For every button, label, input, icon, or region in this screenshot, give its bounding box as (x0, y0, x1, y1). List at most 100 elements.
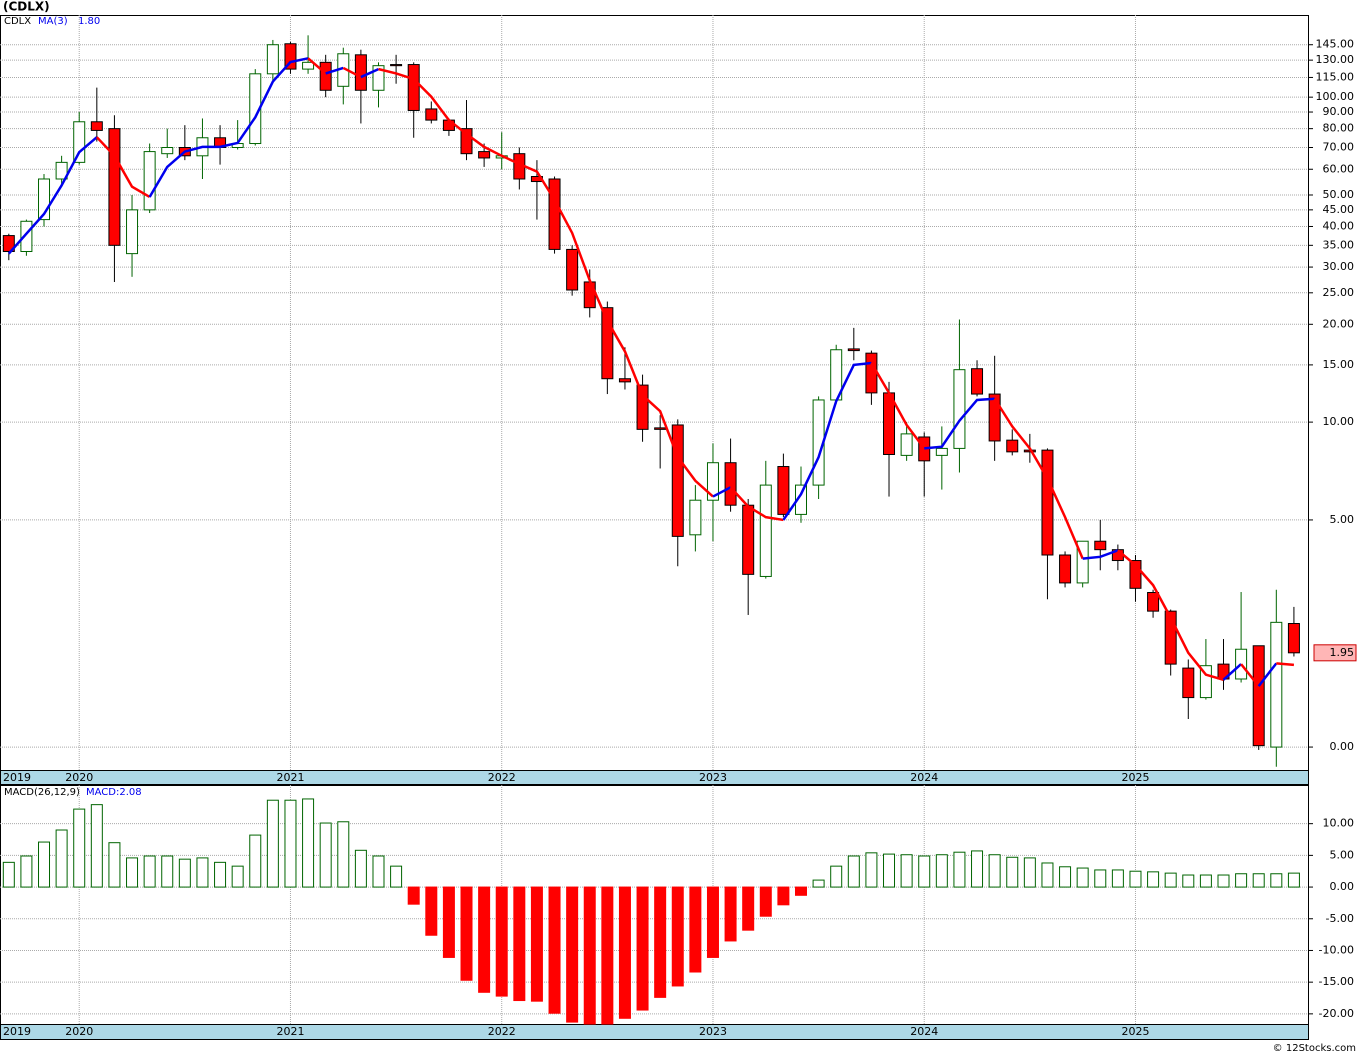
macd-bar (900, 854, 913, 888)
y-tick-label: 15.00 (1323, 358, 1355, 371)
macd-bar (1041, 862, 1054, 888)
macd-bar (1059, 866, 1072, 888)
macd-bar (372, 855, 385, 888)
macd-bar (249, 834, 262, 888)
moving-average (870, 362, 926, 450)
macd-bar (1023, 857, 1036, 888)
x-tick-label: 2022 (488, 771, 516, 784)
candle-body (1006, 439, 1019, 453)
candle-body (1182, 667, 1195, 699)
macd-value: MACD:2.08 (86, 787, 142, 798)
y-tick-label: 130.00 (1316, 53, 1355, 66)
x-tick-label: 2025 (1121, 1025, 1149, 1038)
candle-body (777, 466, 790, 515)
macd-bar (425, 886, 438, 936)
candle-body (1059, 554, 1072, 584)
macd-bar (161, 855, 174, 888)
y-tick-label: -10.00 (1319, 943, 1354, 956)
candle-body (847, 348, 860, 352)
macd-bar (20, 855, 33, 888)
candle-body (73, 121, 86, 163)
candle-body (1041, 449, 1054, 556)
moving-average (95, 136, 151, 199)
x-tick-label: 2023 (699, 771, 727, 784)
candle-body (1199, 665, 1212, 699)
moving-average (342, 66, 362, 79)
candle-body (1147, 591, 1160, 612)
candle-body (1252, 645, 1265, 747)
macd-bar (1129, 870, 1142, 888)
y-tick-label: -20.00 (1319, 1007, 1354, 1020)
candle-body (742, 504, 755, 575)
candle-body (55, 161, 68, 180)
macd-bar (988, 854, 1001, 888)
macd-bar (196, 857, 209, 888)
macd-bar (566, 886, 579, 1023)
candle-body (865, 352, 878, 394)
macd-bar (671, 886, 684, 987)
price-tag (1313, 644, 1357, 662)
y-tick-label: 25.00 (1323, 286, 1355, 299)
macd-bar (865, 852, 878, 888)
moving-average (993, 398, 1084, 560)
macd-bar (724, 886, 737, 942)
macd-bar (284, 799, 297, 888)
candle-body (20, 220, 33, 253)
candle-body (759, 484, 772, 577)
y-tick-label: 5.00 (1330, 848, 1355, 861)
macd-bar (1270, 873, 1283, 888)
macd-bar (143, 855, 156, 888)
legend-ma-value: 1.80 (78, 16, 100, 27)
candle-body (618, 378, 631, 383)
moving-average (7, 136, 98, 255)
macd-bar (1235, 873, 1248, 888)
x-tick-label: 2025 (1121, 771, 1149, 784)
macd-bar (759, 886, 772, 917)
candle-body (1094, 540, 1107, 551)
y-tick-label: 115.00 (1316, 70, 1355, 83)
macd-bar (1111, 869, 1124, 888)
y-tick-label: -15.00 (1319, 975, 1354, 988)
y-tick-label: 145.00 (1316, 38, 1355, 51)
x-tick-label: 2022 (488, 1025, 516, 1038)
candle-body (1270, 621, 1283, 748)
y-tick-label: 10.00 (1323, 415, 1355, 428)
moving-average (1117, 549, 1224, 682)
candle-body (601, 307, 614, 380)
y-tick-label: 0.00 (1330, 740, 1355, 753)
candle-body (706, 462, 719, 501)
candle-body (1287, 623, 1300, 654)
candle-body (425, 108, 438, 121)
macd-bar (1006, 856, 1019, 888)
candle-body (407, 64, 420, 111)
moving-average (924, 397, 995, 450)
macd-bar (1076, 867, 1089, 888)
moving-average (1240, 663, 1260, 687)
macd-bar (1147, 871, 1160, 888)
candle-body (266, 44, 279, 75)
y-tick-label: 20.00 (1323, 317, 1355, 330)
macd-bar (55, 829, 68, 888)
candle-body (724, 462, 737, 506)
moving-average (307, 57, 327, 75)
y-tick-label: 40.00 (1323, 219, 1355, 232)
macd-bar (354, 849, 367, 888)
candle-body (302, 61, 315, 70)
moving-average (325, 66, 344, 75)
macd-bar (460, 886, 473, 981)
candle-body (988, 393, 1001, 442)
macd-bar (883, 853, 896, 888)
macd-bar (1182, 874, 1195, 888)
y-tick-label: 35.00 (1323, 238, 1355, 251)
macd-bar (73, 808, 86, 888)
date-bar (0, 1024, 1309, 1040)
candle-body (390, 64, 403, 67)
moving-average (712, 486, 732, 498)
candle-body (566, 248, 579, 291)
x-tick-label: 2021 (276, 771, 304, 784)
y-tick-label: -5.00 (1326, 912, 1354, 925)
candle-body (971, 368, 984, 395)
macd-bar (214, 861, 227, 888)
candle-body (319, 61, 332, 91)
